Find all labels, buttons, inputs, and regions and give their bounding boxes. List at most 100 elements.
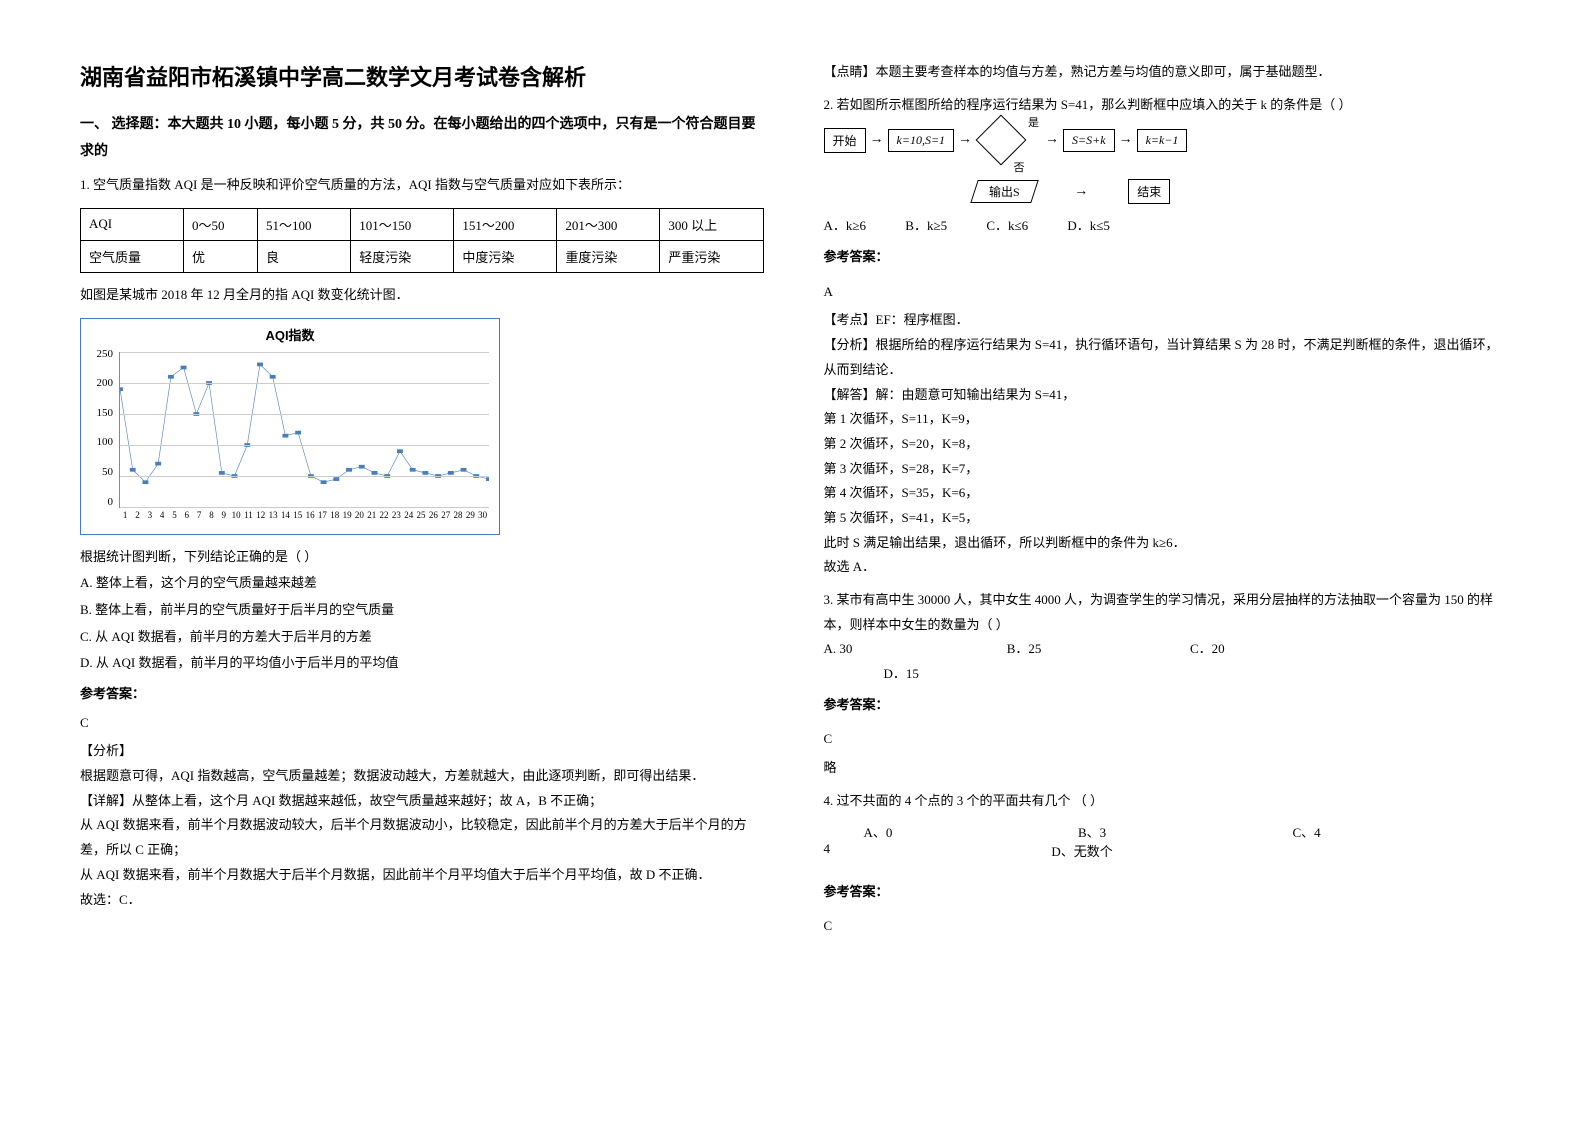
q1-answer: C xyxy=(80,711,764,736)
flow-row: 输出S → 结束 xyxy=(974,179,1508,204)
loop-text: 第 3 次循环，S=28，K=7， xyxy=(824,457,1508,482)
q1-options: A. 整体上看，这个月的空气质量越来越差 B. 整体上看，前半月的空气质量好于后… xyxy=(80,571,764,676)
kaodian: 【考点】EF：程序框图． xyxy=(824,308,1508,333)
loop-text: 第 4 次循环，S=35，K=6， xyxy=(824,481,1508,506)
chart-area: 250 200 150 100 50 0 1234567891011121314… xyxy=(87,348,493,528)
conclusion: 此时 S 满足输出结果，退出循环，所以判断框中的条件为 k≥6． xyxy=(824,531,1508,556)
left-column: 湖南省益阳市柘溪镇中学高二数学文月考试卷含解析 一、 选择题：本大题共 10 小… xyxy=(80,60,764,1062)
q4-answer: C xyxy=(824,914,1508,939)
loop-text: 第 1 次循环，S=11，K=9， xyxy=(824,407,1508,432)
answer-label: 参考答案： xyxy=(824,693,1508,718)
conclusion: 故选 A． xyxy=(824,555,1508,580)
table-row: 空气质量 优 良 轻度污染 中度污染 重度污染 严重污染 xyxy=(81,240,764,272)
q1-stem: 1. 空气质量指数 AQI 是一种反映和评价空气质量的方法，AQI 指数与空气质… xyxy=(80,173,764,198)
option-d: D. 从 AQI 数据看，前半月的平均值小于后半月的平均值 xyxy=(80,651,764,676)
loop-text: 第 2 次循环，S=20，K=8， xyxy=(824,432,1508,457)
arrow-icon: → xyxy=(870,132,884,148)
analysis-text: 根据题意可得，AQI 指数越高，空气质量越差；数据波动越大，方差就越大，由此逐项… xyxy=(80,764,764,789)
ytick: 50 xyxy=(87,466,113,478)
flow-output: 输出S xyxy=(970,180,1038,203)
flow-body2: k=k−1 xyxy=(1137,129,1188,152)
aqi-table: AQI 0～50 51～100 101～150 151～200 201～300 … xyxy=(80,208,764,273)
fenxi: 【分析】根据所给的程序运行结果为 S=41，执行循环语句，当计算结果 S 为 2… xyxy=(824,333,1508,382)
answer-label: 参考答案： xyxy=(824,880,1508,905)
q3-short: 略 xyxy=(824,756,1508,781)
q3-answer: C xyxy=(824,727,1508,752)
table-cell: 重度污染 xyxy=(557,240,660,272)
no-label: 否 xyxy=(1014,159,1508,175)
option-b: B．25 xyxy=(1007,637,1187,662)
q2-answer: A xyxy=(824,280,1508,305)
option-c: C、4 xyxy=(1293,822,1508,841)
detail-text: 故选：C． xyxy=(80,888,764,913)
page-title: 湖南省益阳市柘溪镇中学高二数学文月考试卷含解析 xyxy=(80,60,764,92)
q4-stem: 4. 过不共面的 4 个点的 3 个的平面共有几个 （ ） xyxy=(824,789,1508,814)
option-d: D．15 xyxy=(884,662,1064,687)
option-b: B．k≥5 xyxy=(905,214,947,239)
chart-svg xyxy=(120,352,489,507)
y-axis: 250 200 150 100 50 0 xyxy=(87,348,117,508)
option-d: D．k≤5 xyxy=(1067,214,1110,239)
jieda-heading: 【解答】解：由题意可知输出结果为 S=41， xyxy=(824,383,1508,408)
plot-area xyxy=(119,352,489,508)
table-cell: 良 xyxy=(257,240,350,272)
q3-stem: 3. 某市有高中生 30000 人，其中女生 4000 人，为调查学生的学习情况… xyxy=(824,588,1508,637)
option-c: C．k≤6 xyxy=(986,214,1028,239)
table-cell: 201～300 xyxy=(557,208,660,240)
detail-text: 从 AQI 数据来看，前半个月数据波动较大，后半个月数据波动小，比较稳定，因此前… xyxy=(80,813,764,862)
ytick: 0 xyxy=(87,496,113,508)
arrow-icon: → xyxy=(958,132,972,148)
option-b: B. 整体上看，前半月的空气质量好于后半月的空气质量 xyxy=(80,598,764,623)
flow-init: k=10,S=1 xyxy=(888,129,955,152)
q1-dianping: 【点睛】本题主要考查样本的均值与方差，熟记方差与均值的意义即可，属于基础题型． xyxy=(824,60,1508,85)
answer-label: 参考答案： xyxy=(824,245,1508,270)
q2-stem: 2. 若如图所示框图所给的程序运行结果为 S=41，那么判断框中应填入的关于 k… xyxy=(824,93,1508,118)
ytick: 200 xyxy=(87,377,113,389)
answer-label: 参考答案： xyxy=(80,682,764,707)
option-d: D、无数个 xyxy=(1051,841,1279,860)
table-cell: 300 以上 xyxy=(660,208,763,240)
q1-prompt: 根据统计图判断，下列结论正确的是（ ） xyxy=(80,545,764,570)
detail-text: 【详解】从整体上看，这个月 AQI 数据越来越低，故空气质量越来越好；故 A，B… xyxy=(80,789,764,814)
option-c: C．20 xyxy=(1190,637,1370,662)
detail-text: 从 AQI 数据来看，前半个月数据大于后半个月数据，因此前半个月平均值大于后半个… xyxy=(80,863,764,888)
q4-spacer: 4 xyxy=(824,841,1052,860)
ytick: 100 xyxy=(87,436,113,448)
loop-text: 第 5 次循环，S=41，K=5， xyxy=(824,506,1508,531)
x-axis: 1234567891011121314151617181920212223242… xyxy=(119,510,489,528)
option-a: A. 30 xyxy=(824,637,1004,662)
flowchart: 开始 → k=10,S=1 → 是 → S=S+k → k=k−1 否 输出S … xyxy=(824,123,1508,204)
table-cell: 51～100 xyxy=(257,208,350,240)
table-row: AQI 0～50 51～100 101～150 151～200 201～300 … xyxy=(81,208,764,240)
flow-body1: S=S+k xyxy=(1063,129,1115,152)
flow-output-label: 输出S xyxy=(989,183,1020,200)
arrow-icon: → xyxy=(1119,132,1133,148)
chart-title: AQI指数 xyxy=(87,325,493,344)
table-cell: 优 xyxy=(184,240,258,272)
right-column: 【点睛】本题主要考查样本的均值与方差，熟记方差与均值的意义即可，属于基础题型． … xyxy=(824,60,1508,1062)
ytick: 250 xyxy=(87,348,113,360)
option-b: B、3 xyxy=(1078,822,1293,841)
aqi-chart: AQI指数 250 200 150 100 50 0 1234567891011… xyxy=(80,318,500,535)
option-c: C. 从 AQI 数据看，前半月的方差大于后半月的方差 xyxy=(80,625,764,650)
table-cell: 轻度污染 xyxy=(351,240,454,272)
flow-start: 开始 xyxy=(824,128,866,153)
arrow-icon: → xyxy=(1074,184,1088,200)
flow-end: 结束 xyxy=(1128,179,1170,204)
arrow-icon: → xyxy=(1045,132,1059,148)
section-heading: 一、 选择题：本大题共 10 小题，每小题 5 分，共 50 分。在每小题给出的… xyxy=(80,112,764,165)
flow-decision xyxy=(976,123,1026,157)
table-cell: AQI xyxy=(81,208,184,240)
yes-label: 是 xyxy=(1028,114,1039,130)
table-cell: 严重污染 xyxy=(660,240,763,272)
analysis-heading: 【分析】 xyxy=(80,739,764,764)
option-a: A、0 xyxy=(864,822,1079,841)
table-cell: 中度污染 xyxy=(454,240,557,272)
flow-row: 开始 → k=10,S=1 → 是 → S=S+k → k=k−1 xyxy=(824,123,1508,157)
option-a: A．k≥6 xyxy=(824,214,867,239)
option-a: A. 整体上看，这个月的空气质量越来越差 xyxy=(80,571,764,596)
table-cell: 空气质量 xyxy=(81,240,184,272)
table-cell: 0～50 xyxy=(184,208,258,240)
q2-options: A．k≥6 B．k≥5 C．k≤6 D．k≤5 xyxy=(824,214,1508,239)
table-cell: 101～150 xyxy=(351,208,454,240)
